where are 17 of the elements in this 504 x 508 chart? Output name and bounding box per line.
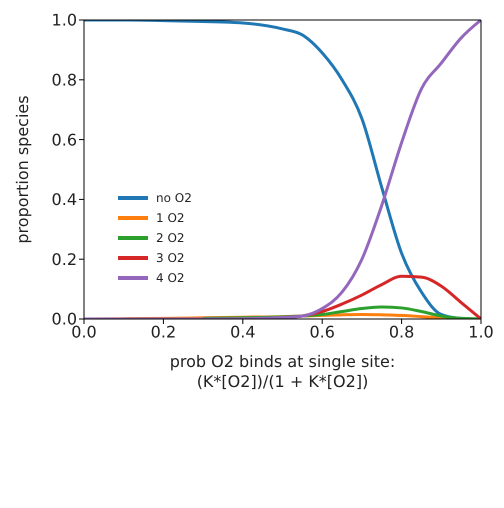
legend-label: 4 O2	[156, 271, 185, 285]
legend-label: no O2	[156, 191, 192, 205]
x-tick-label: 0.8	[388, 322, 414, 342]
y-tick-label: 0.8	[52, 70, 77, 90]
x-tick-label: 0.2	[150, 322, 176, 342]
y-tick-label: 0.2	[52, 250, 77, 269]
x-tick-label: 0.6	[309, 322, 335, 342]
x-tick-label: 1.0	[468, 322, 494, 342]
x-axis-title: prob O2 binds at single site: (K*[O2])/(1 + K*[O2])	[170, 352, 396, 391]
x-tick-label: 0.4	[230, 322, 256, 342]
legend-label: 2 O2	[156, 231, 185, 245]
legend-label: 1 O2	[156, 211, 185, 225]
legend-label: 3 O2	[156, 251, 185, 265]
y-tick-label: 0.4	[52, 190, 77, 210]
y-tick-label: 0.6	[52, 130, 77, 150]
y-axis-title: proportion species	[13, 95, 32, 244]
y-tick-label: 1.0	[52, 10, 77, 30]
